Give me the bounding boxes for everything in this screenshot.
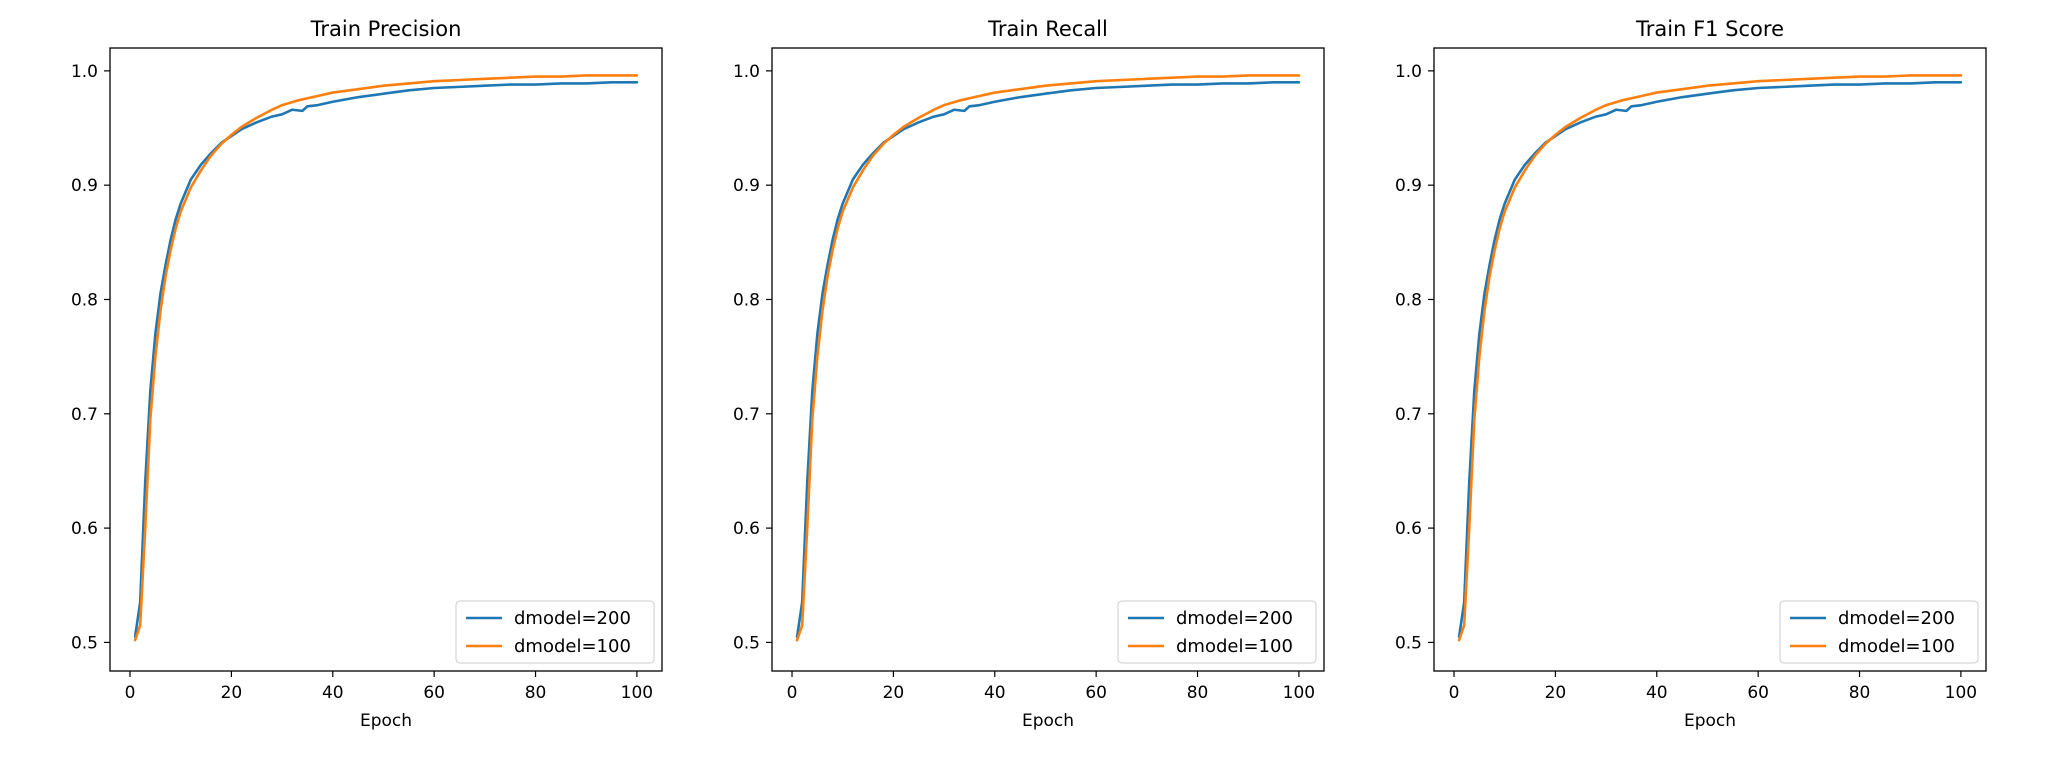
series-line-dmodel-100 [1457,74,1963,642]
x-tick-label: 100 [1283,683,1315,703]
x-tick-label: 20 [221,683,243,703]
y-tick-label: 0.5 [1395,633,1422,653]
y-tick-label: 0.7 [71,405,98,425]
y-tick-label: 1.0 [1395,62,1422,82]
y-tick-label: 1.0 [71,62,98,82]
y-tick-label: 0.8 [733,290,760,310]
x-tick-label: 80 [525,683,547,703]
legend-label-dmodel-100: dmodel=100 [1838,636,1955,657]
x-tick-label: 20 [1545,683,1567,703]
legend-box [455,600,655,664]
x-tick-label: 100 [1945,683,1977,703]
chart-title: Train F1 Score [1635,17,1784,41]
series-line-dmodel-200 [133,80,639,639]
plot-area-frame [771,47,1325,672]
legend-box [1779,600,1979,664]
legend-label-dmodel-200: dmodel=200 [1176,608,1293,629]
x-tick-label: 40 [322,683,344,703]
legend-label-dmodel-200: dmodel=200 [1838,608,1955,629]
series-line-dmodel-100 [795,74,1301,642]
x-axis-label: Epoch [1022,711,1074,731]
plot-area-frame [109,47,663,672]
y-tick-label: 1.0 [733,62,760,82]
x-tick-label: 80 [1849,683,1871,703]
x-tick-label: 0 [125,683,136,703]
plot-area-frame [1433,47,1987,672]
x-axis-label: Epoch [1684,711,1736,731]
x-tick-label: 60 [1747,683,1769,703]
chart-panel-3: Train F1 Score 0 20 40 60 80 100 0.5 0.6 0.7 0.8 0.… [1395,17,1987,731]
x-tick-label: 20 [883,683,905,703]
x-tick-label: 80 [1187,683,1209,703]
x-axis-label: Epoch [360,711,412,731]
legend: dmodel=200 dmodel=100 [1117,600,1317,664]
legend: dmodel=200 dmodel=100 [455,600,655,664]
legend-label-dmodel-200: dmodel=200 [514,608,631,629]
legend: dmodel=200 dmodel=100 [1779,600,1979,664]
x-tick-label: 40 [1646,683,1668,703]
x-tick-label: 0 [1449,683,1460,703]
x-tick-label: 60 [1085,683,1107,703]
y-tick-label: 0.6 [71,519,98,539]
chart-title: Train Recall [987,17,1108,41]
legend-label-dmodel-100: dmodel=100 [514,636,631,657]
y-tick-label: 0.6 [1395,519,1422,539]
y-tick-label: 0.8 [1395,290,1422,310]
series-line-dmodel-100 [133,74,639,642]
x-tick-label: 40 [984,683,1006,703]
y-tick-label: 0.7 [1395,405,1422,425]
y-tick-label: 0.9 [71,176,98,196]
y-tick-label: 0.7 [733,405,760,425]
legend-box [1117,600,1317,664]
chart-panel-2: Train Recall 0 20 40 60 80 100 0.5 0.6 0.7 0.8 0.9 1… [733,17,1325,731]
chart-title: Train Precision [310,17,462,41]
y-tick-label: 0.9 [1395,176,1422,196]
x-tick-label: 100 [621,683,653,703]
x-tick-label: 0 [787,683,798,703]
legend-label-dmodel-100: dmodel=100 [1176,636,1293,657]
y-tick-label: 0.8 [71,290,98,310]
x-tick-label: 60 [423,683,445,703]
y-tick-label: 0.5 [733,633,760,653]
y-tick-label: 0.6 [733,519,760,539]
y-tick-label: 0.9 [733,176,760,196]
series-line-dmodel-200 [1457,80,1963,639]
series-line-dmodel-200 [795,80,1301,639]
y-tick-label: 0.5 [71,633,98,653]
chart-panel-1: Train Precision 0 20 40 60 80 100 0.5 0.6 0.7 0.8 0… [71,17,663,731]
